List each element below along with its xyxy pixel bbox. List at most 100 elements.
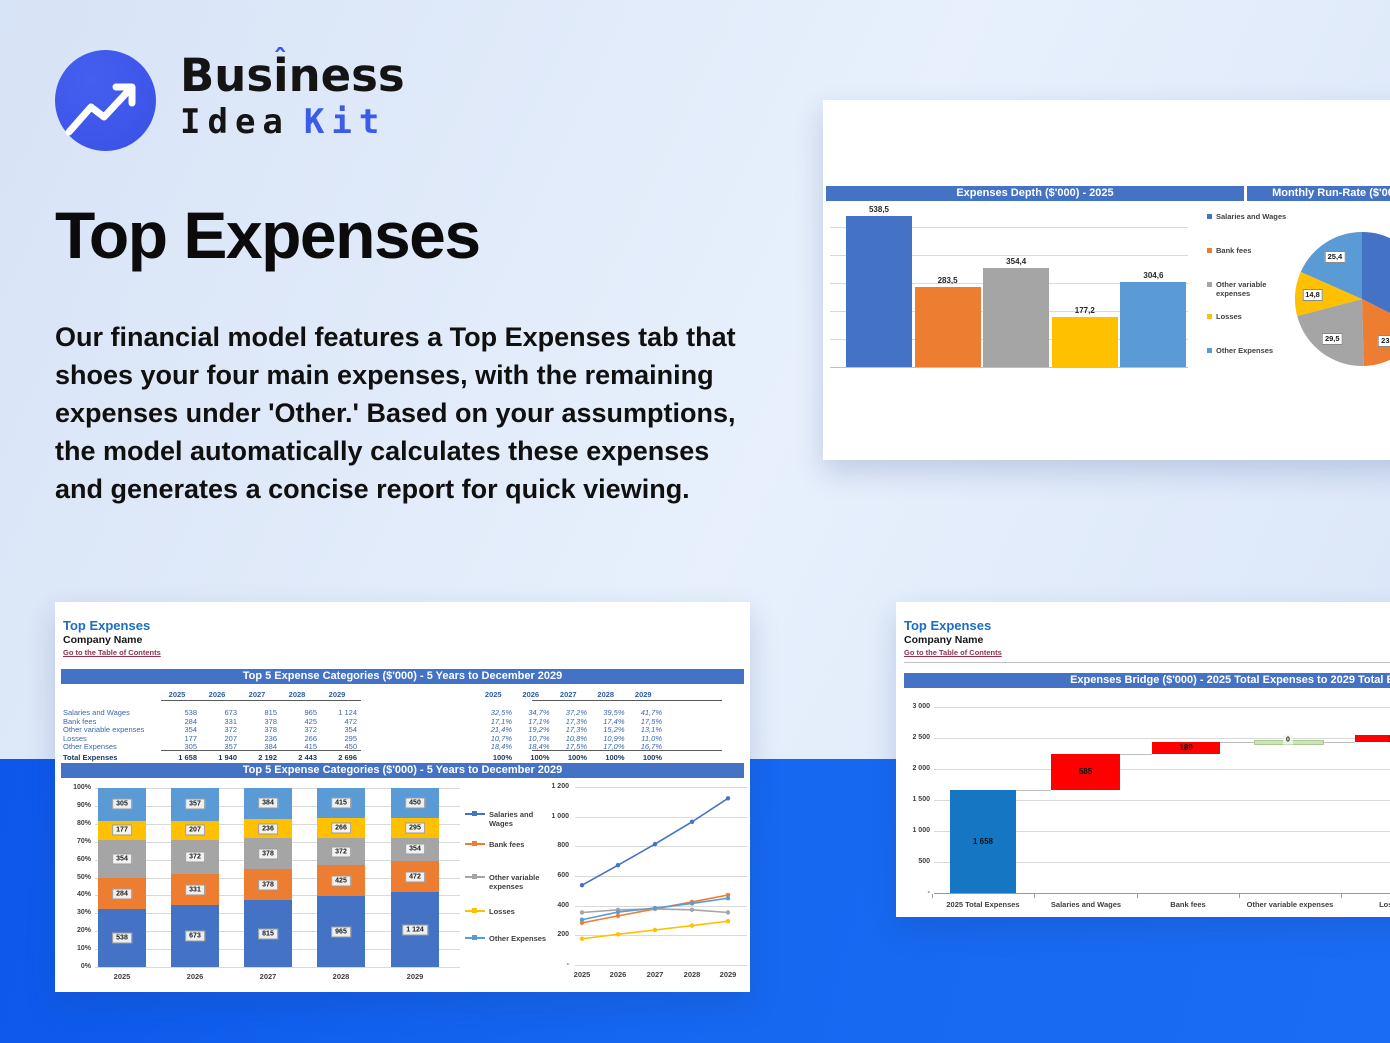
row-label: Total Expenses [63,753,118,762]
pie-svg [1295,232,1390,366]
y-tick-label: 500 [918,858,930,865]
bar-value-label: 283,5 [937,276,958,286]
year-header: 2028 [288,690,306,699]
legend-label: Other variable expenses [1216,280,1267,298]
line-chart-svg [579,796,731,941]
pie-slice-Bank fees [1362,299,1390,366]
year-underline [532,700,722,701]
y-tick-label: 20% [76,927,91,935]
stack-label: 415 [331,797,351,809]
year-underline [161,700,361,701]
legend-item-Salaries and Wages: Salaries and Wages [1207,212,1297,234]
bar-Other variable expenses [983,267,1050,367]
legend-swatch [1207,348,1212,353]
table-row: Other Expenses 305 357 384 415 450 18,4% 18,4% 1… [63,742,743,751]
circumflex-accent: ˆ [273,43,288,77]
bar-value-label: 354,4 [1006,256,1027,266]
gridline [934,800,1390,801]
stack-label: 372 [185,851,205,863]
value-cell: 384 [264,742,277,752]
bar-Losses [1051,317,1118,367]
year-header: 2026 [208,690,226,699]
legend-label: Other variable expenses [489,873,540,891]
y-tick-label: 200 [557,931,569,939]
legend-swatch [1207,214,1212,219]
data-point-Bank fees [615,913,621,919]
pct-cell: 39,5% [603,708,625,717]
data-point-Other Expenses [689,901,695,906]
value-cell: 305 [184,742,197,752]
total-topline [532,750,722,751]
value-cell: 331 [224,716,237,726]
value-cell: 354 [344,725,357,735]
gridline [575,935,747,937]
pie-slice-Other Expenses [1300,232,1362,299]
brand-logo [55,50,156,151]
gridline [95,967,460,968]
row-label: Salaries and Wages [63,708,130,717]
value-cell: 207 [224,733,237,743]
pct-cell: 18,4% [528,742,550,752]
row-label: Losses [63,733,87,743]
data-point-Other variable expenses [579,910,585,915]
stack-label: 472 [405,871,425,883]
stack-label: 673 [185,930,205,942]
waterfall-bar-Salaries and Wages [1051,753,1120,791]
table-of-contents-link[interactable]: Go to the Table of Contents [904,648,1002,657]
value-cell: 177 [184,733,197,743]
pie-slice-Losses [1295,271,1362,317]
bar-Other Expenses [1120,281,1187,367]
y-tick-label: - [566,961,569,968]
table-total-row: Total Expenses 1 658 1 940 2 192 2 443 2 696 1… [63,753,743,762]
waterfall-label: 118 [1355,735,1390,744]
y-tick-label: 1 500 [912,796,930,803]
sheet-company-name: Company Name [904,634,984,646]
gridline [575,905,747,907]
legend-item-Losses: Losses [1207,312,1297,334]
x-category-label: 2026 [186,972,204,981]
value-cell: 1 124 [338,708,357,717]
chart-header-monthly-run-rate: Monthly Run-Rate ($'000) - 2025 [1247,186,1390,201]
legend-dot [472,841,477,846]
x-category-label: 2025 [113,972,131,981]
top5-stacked-bar-chart: 0% 10% 20% 30% 40% 50% 60% 70% 80% 90% 100% 538 284 3… [55,602,750,992]
axis-tick [1239,894,1240,898]
page-title: Top Expenses [55,198,481,272]
axis-tick [1034,894,1035,898]
gridline [830,226,1188,228]
data-point-Other Expenses [579,917,585,922]
table-row: Bank fees 284 331 378 425 472 17,1% 17,1% 17,3% 1… [63,717,743,726]
top5-chart-legend: Salaries and Wages Bank fees Other variabl… [55,602,750,992]
gridline [934,831,1390,832]
stack-label: 372 [331,846,351,858]
x-axis-line [830,367,1188,368]
pct-cell: 10,8% [565,733,587,743]
pie-label-Losses: 14,8 [1302,289,1323,302]
y-tick-label: 100% [73,784,91,791]
pct-cell: 15,2% [603,725,625,735]
data-point-Salaries and Wages [689,819,695,825]
value-cell: 2 696 [338,753,357,762]
pie-label-Bank fees: 23,6 [1378,334,1390,347]
gridline [575,816,747,818]
stack-label: 354 [405,843,425,855]
pct-cell: 18,4% [490,742,512,752]
value-cell: 965 [304,708,317,717]
x-category-label: 2027 [646,970,664,979]
value-cell: 372 [304,725,317,735]
y-tick-label: 10% [76,945,91,953]
row-label: Other variable expenses [63,725,145,735]
x-category-label: Other variable expenses [1246,900,1334,909]
table-of-contents-link[interactable]: Go to the Table of Contents [63,648,161,657]
stack-label: 815 [258,928,278,940]
y-tick-label: 40% [76,891,91,899]
y-tick-label: 800 [557,842,569,850]
legend-item-Losses: Losses [465,907,549,929]
sheet-card-top5-categories: Top Expenses Company Name Go to the Tabl… [55,602,750,992]
y-tick-label: 70% [76,837,91,845]
line-series-Salaries and Wages [581,797,729,886]
total-topline [161,750,361,751]
chart-header-top5: Top 5 Expense Categories ($'000) - 5 Yea… [61,763,744,778]
stack-label: 284 [112,888,132,900]
y-tick-label: 60% [76,855,91,863]
